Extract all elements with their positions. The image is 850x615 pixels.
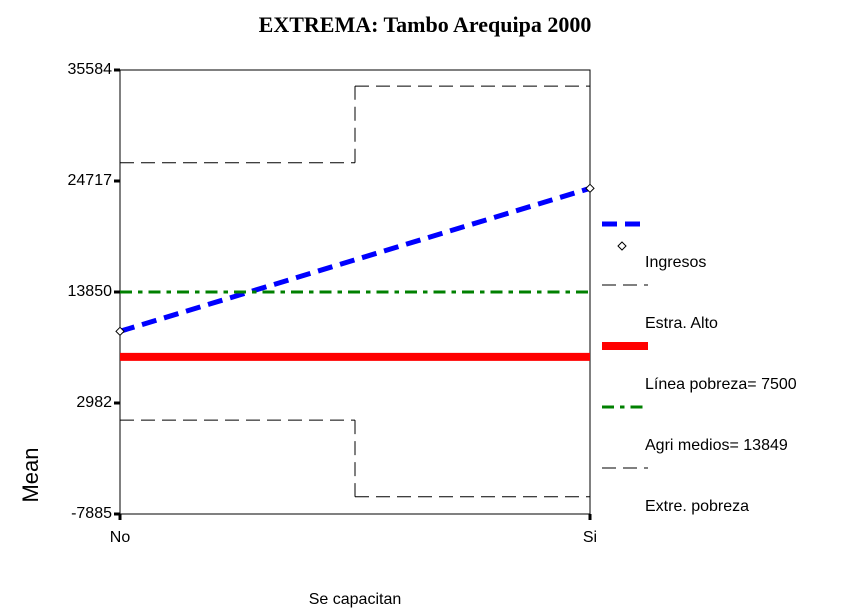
legend-label: Agri medios= 13849 (645, 437, 788, 454)
y-tick-label: 2982 (76, 394, 112, 411)
y-tick-label: 24717 (68, 172, 113, 189)
marker (585, 183, 595, 194)
x-axis-label: Se capacitan (309, 591, 402, 608)
marker (115, 326, 125, 337)
legend-label: Extre. pobreza (645, 498, 749, 515)
y-axis-label: Mean (18, 447, 43, 502)
chart-title: EXTREMA: Tambo Arequipa 2000 (259, 12, 592, 37)
y-tick-label: 35584 (68, 61, 113, 78)
legend-label: Estra. Alto (645, 315, 718, 332)
legend-marker (617, 241, 627, 251)
y-tick-label: -7885 (71, 505, 112, 522)
legend-label: Línea pobreza= 7500 (645, 376, 797, 393)
series-line (119, 185, 591, 334)
legend-label: Ingresos (645, 254, 706, 271)
y-tick-label: 13850 (68, 283, 113, 300)
x-tick-label: Si (583, 529, 597, 546)
x-tick-label: No (110, 529, 131, 546)
